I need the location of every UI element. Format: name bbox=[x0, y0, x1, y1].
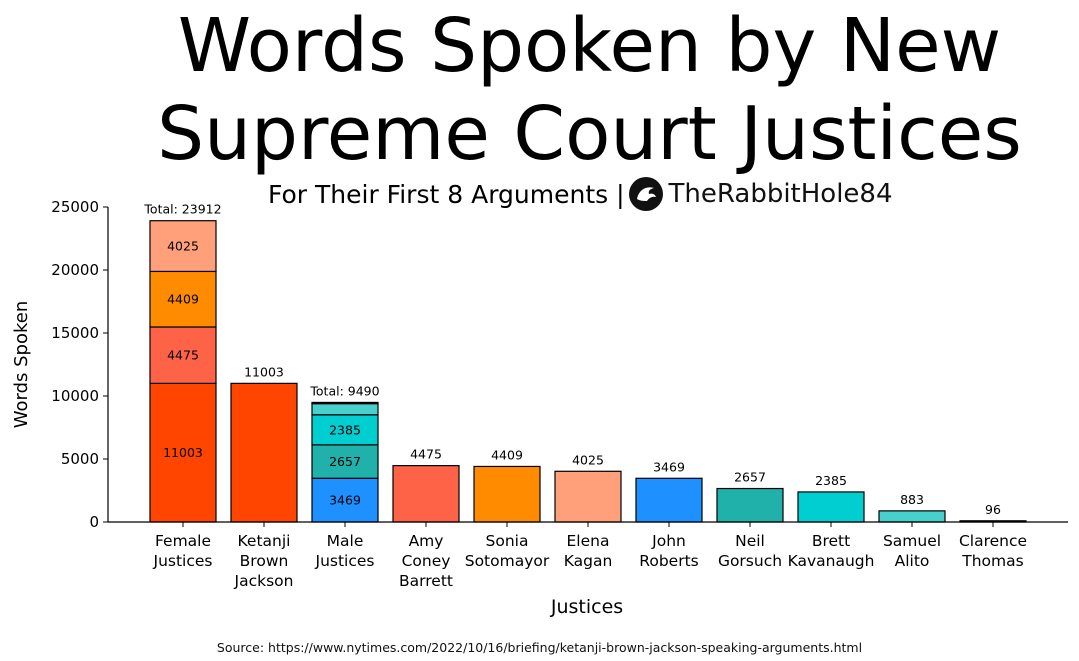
x-tick-label: Roberts bbox=[639, 552, 698, 570]
chart-title: Words Spoken by New Supreme Court Justic… bbox=[157, 3, 1022, 177]
segment-label: 4475 bbox=[167, 348, 199, 363]
bar-segment bbox=[311, 414, 379, 446]
bar-total-label: 4025 bbox=[572, 452, 604, 467]
x-tick-label: Samuel bbox=[883, 532, 941, 550]
x-axis-label: Justices bbox=[550, 596, 623, 618]
segment-label: 2385 bbox=[329, 422, 361, 437]
rabbit-logo-icon bbox=[628, 177, 663, 211]
subtitle-row: For Their First 8 Arguments | TheRabbitH… bbox=[268, 172, 893, 216]
chart-subtitle: For Their First 8 Arguments | bbox=[268, 179, 625, 209]
bar-segment bbox=[635, 477, 703, 523]
segment-label: 3469 bbox=[329, 493, 361, 508]
x-tick-label: Amy bbox=[409, 532, 444, 550]
bar-segment bbox=[797, 491, 865, 523]
x-tick-label: Male bbox=[327, 532, 364, 550]
x-tick-label: Neil bbox=[735, 532, 765, 550]
segment-label: 11003 bbox=[163, 445, 203, 460]
x-tick-label: Gorsuch bbox=[718, 552, 782, 570]
x-tick-label: Alito bbox=[895, 552, 930, 570]
x-tick-label: Jackson bbox=[234, 572, 294, 590]
y-tick-label: 15000 bbox=[51, 324, 99, 342]
y-tick-label: 10000 bbox=[51, 387, 99, 405]
bar-segment bbox=[311, 403, 379, 416]
y-tick-label: 25000 bbox=[51, 198, 99, 216]
bar-segment bbox=[878, 510, 946, 523]
segment-label: 4409 bbox=[167, 292, 199, 307]
x-tick-label: Brown bbox=[240, 552, 289, 570]
x-tick-label: Justices bbox=[315, 552, 375, 570]
brand-name: TheRabbitHole84 bbox=[668, 179, 893, 209]
bar-total-label: 883 bbox=[900, 492, 924, 507]
y-tick-label: 5000 bbox=[61, 450, 99, 468]
bar-total-label: 4475 bbox=[410, 447, 442, 462]
x-tick-label: Ketanji bbox=[238, 532, 291, 550]
x-tick-label: Elena bbox=[567, 532, 610, 550]
x-tick-label: Justices bbox=[153, 552, 213, 570]
source-note: Source: https://www.nytimes.com/2022/10/… bbox=[216, 640, 863, 655]
bar-total-label: Total: 23912 bbox=[143, 202, 221, 217]
segment-label: 4025 bbox=[167, 239, 199, 254]
x-tick-label: John bbox=[651, 532, 686, 550]
bar-segment bbox=[311, 444, 379, 479]
x-tick-label: Kavanaugh bbox=[788, 552, 875, 570]
x-tick-label: Coney bbox=[402, 552, 451, 570]
bar-total-label: 96 bbox=[985, 502, 1001, 517]
bar-segment bbox=[554, 470, 622, 523]
bar-total-label: 3469 bbox=[653, 459, 685, 474]
x-tick-label: Brett bbox=[812, 532, 850, 550]
bar-total-label: Total: 9490 bbox=[309, 383, 379, 398]
x-tick-label: Sotomayor bbox=[465, 552, 550, 570]
x-tick-label: Sonia bbox=[486, 532, 529, 550]
x-tick-label: Clarence bbox=[959, 532, 1027, 550]
x-tick-label: Kagan bbox=[564, 552, 613, 570]
bar-segment bbox=[149, 220, 217, 273]
bar-segment bbox=[473, 465, 541, 523]
bar-segment bbox=[392, 465, 460, 523]
x-tick-label: Thomas bbox=[961, 552, 1023, 570]
y-tick-label: 20000 bbox=[51, 261, 99, 279]
x-tick-label: Female bbox=[155, 532, 211, 550]
y-axis-label: Words Spoken bbox=[11, 301, 32, 429]
bar-total-label: 2657 bbox=[734, 470, 766, 485]
x-tick-label: Barrett bbox=[399, 572, 453, 590]
bar-segment bbox=[716, 487, 784, 523]
bar-total-label: 11003 bbox=[244, 364, 284, 379]
bar-segment bbox=[230, 382, 298, 523]
brand: TheRabbitHole84 bbox=[627, 175, 893, 213]
bar-segment bbox=[311, 401, 379, 405]
bar-total-label: 2385 bbox=[815, 473, 847, 488]
bar-total-label: 4409 bbox=[491, 447, 523, 462]
y-tick-label: 0 bbox=[89, 513, 99, 531]
segment-label: 2657 bbox=[329, 454, 361, 469]
